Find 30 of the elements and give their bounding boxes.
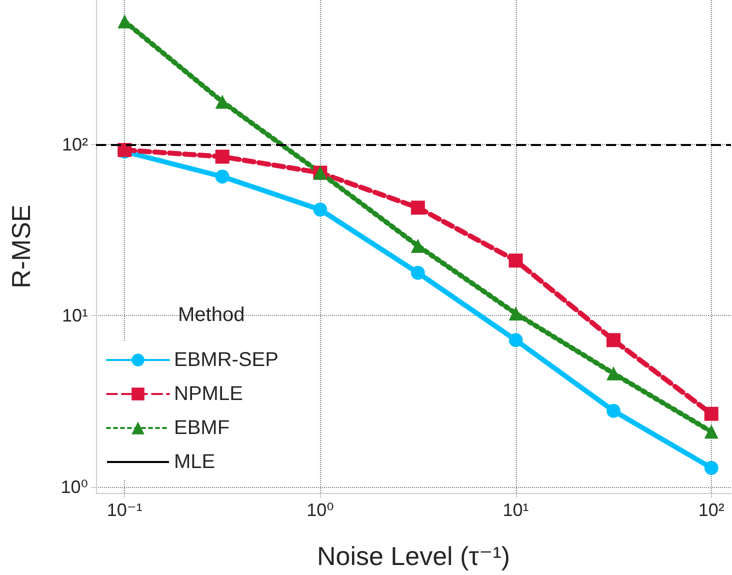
legend-label: NPMLE: [174, 383, 243, 405]
x-tick-label: 10¹: [502, 500, 529, 520]
point: [215, 94, 230, 109]
y-axis-title: R-MSE: [6, 204, 36, 288]
point: [606, 366, 621, 380]
point: [313, 202, 328, 217]
point: [606, 333, 621, 348]
point: [508, 306, 523, 321]
x-tick-label: 10⁻¹: [106, 500, 142, 520]
point: [410, 238, 425, 253]
point: [704, 406, 718, 421]
y-tick-label: 10²: [62, 134, 88, 155]
legend-label: EBMF: [174, 417, 230, 439]
y-tick-label: 10¹: [62, 306, 88, 326]
point: [410, 200, 425, 215]
x-tick-label: 10²: [698, 500, 724, 520]
legend-label: EBMR-SEP: [174, 349, 278, 371]
y-tick-label: 10⁰: [60, 476, 88, 497]
legend-label: MLE: [174, 451, 216, 473]
legend-title: Method: [178, 304, 245, 326]
point: [410, 266, 425, 280]
x-axis-title: Noise Level (τ⁻¹): [316, 541, 510, 571]
point: [508, 254, 523, 268]
x-tick-label: 10⁰: [306, 500, 334, 520]
point: [508, 333, 523, 348]
point: [215, 150, 230, 164]
point: [704, 424, 718, 439]
point: [215, 170, 230, 184]
point: [704, 460, 718, 475]
point: [606, 404, 621, 418]
